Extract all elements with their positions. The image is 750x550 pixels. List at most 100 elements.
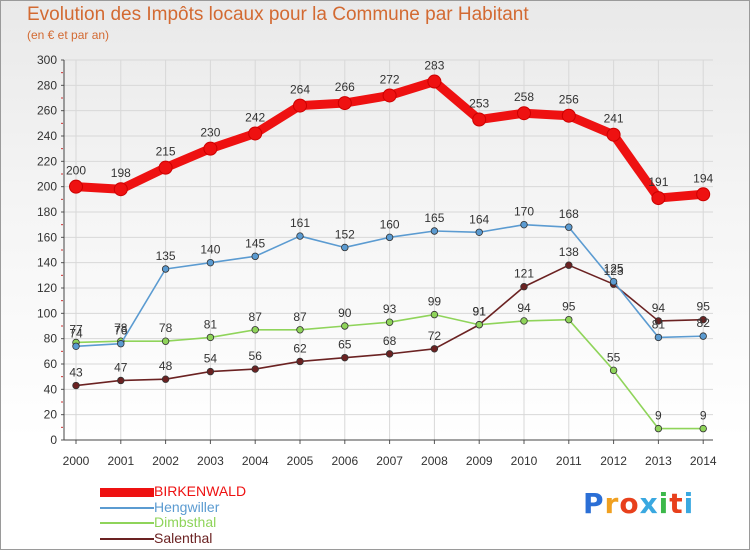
legend-swatch bbox=[100, 537, 154, 540]
x-tick-label: 2011 bbox=[556, 454, 582, 468]
x-tick-label: 2004 bbox=[242, 454, 269, 468]
data-label: 62 bbox=[293, 341, 307, 355]
y-tick-label: 200 bbox=[37, 180, 57, 194]
data-label: 99 bbox=[428, 295, 442, 309]
data-label: 55 bbox=[607, 350, 621, 364]
data-point bbox=[69, 179, 83, 194]
x-tick-label: 2014 bbox=[690, 454, 717, 468]
y-tick-label: 60 bbox=[44, 357, 58, 371]
data-label: 81 bbox=[204, 317, 218, 331]
data-point bbox=[654, 317, 663, 325]
data-label: 87 bbox=[249, 310, 263, 324]
data-label: 78 bbox=[114, 321, 128, 335]
logo-letter: o bbox=[619, 487, 640, 520]
data-label: 82 bbox=[697, 316, 711, 330]
data-point bbox=[206, 258, 215, 267]
x-tick-label: 2000 bbox=[63, 454, 90, 468]
x-tick-label: 2010 bbox=[511, 454, 538, 468]
data-point bbox=[161, 375, 170, 383]
legend-label: BIRKENWALD bbox=[154, 483, 247, 499]
data-label: 140 bbox=[200, 243, 220, 257]
data-label: 164 bbox=[469, 212, 489, 226]
data-label: 168 bbox=[559, 207, 579, 221]
data-point bbox=[161, 337, 170, 345]
data-point bbox=[561, 108, 576, 123]
data-point bbox=[385, 318, 394, 326]
data-label: 215 bbox=[156, 145, 176, 159]
data-label: 283 bbox=[424, 59, 444, 73]
data-label: 93 bbox=[383, 302, 397, 316]
x-tick-label: 2001 bbox=[107, 454, 134, 468]
data-point bbox=[158, 160, 173, 175]
logo-letter: t bbox=[669, 487, 684, 520]
data-point bbox=[341, 322, 349, 330]
data-label: 54 bbox=[204, 352, 218, 366]
x-tick-label: 2009 bbox=[466, 454, 493, 468]
data-label: 56 bbox=[249, 349, 263, 363]
data-point bbox=[296, 232, 304, 240]
x-tick-label: 2008 bbox=[421, 454, 448, 468]
data-point bbox=[606, 127, 621, 142]
data-point bbox=[341, 353, 349, 362]
data-point bbox=[520, 317, 528, 325]
data-label: 272 bbox=[380, 72, 400, 86]
data-label: 48 bbox=[159, 359, 173, 373]
y-tick-label: 300 bbox=[37, 53, 57, 67]
data-label: 74 bbox=[69, 326, 83, 340]
data-point bbox=[385, 233, 394, 242]
data-point bbox=[293, 98, 307, 113]
logo-letter: i bbox=[658, 487, 670, 520]
x-tick-label: 2007 bbox=[376, 454, 403, 468]
data-label: 200 bbox=[66, 164, 86, 178]
data-label: 135 bbox=[156, 249, 176, 263]
data-label: 78 bbox=[159, 321, 173, 335]
data-label: 198 bbox=[111, 166, 131, 180]
data-label: 65 bbox=[338, 338, 352, 352]
data-label: 81 bbox=[652, 317, 666, 331]
data-label: 230 bbox=[200, 126, 220, 140]
data-label: 256 bbox=[559, 93, 579, 107]
data-point bbox=[382, 88, 397, 103]
data-point bbox=[472, 112, 487, 127]
data-label: 194 bbox=[693, 171, 713, 185]
data-point bbox=[517, 106, 531, 121]
y-tick-label: 160 bbox=[37, 230, 57, 244]
logo-letter: P bbox=[583, 487, 605, 520]
data-point bbox=[609, 366, 618, 375]
data-point bbox=[113, 182, 128, 197]
data-label: 145 bbox=[245, 236, 265, 250]
y-tick-label: 180 bbox=[37, 205, 57, 219]
data-point bbox=[520, 220, 528, 229]
data-label: 152 bbox=[335, 227, 355, 241]
data-point bbox=[117, 340, 125, 348]
data-label: 191 bbox=[648, 175, 668, 189]
data-label: 170 bbox=[514, 205, 534, 219]
data-label: 253 bbox=[469, 97, 489, 111]
legend-label: Salenthal bbox=[154, 529, 213, 546]
data-point bbox=[699, 424, 707, 433]
data-point bbox=[72, 381, 80, 390]
data-point bbox=[206, 333, 215, 342]
data-point bbox=[206, 367, 215, 376]
y-tick-label: 120 bbox=[37, 281, 57, 295]
data-label: 258 bbox=[514, 90, 534, 104]
logo-letter: r bbox=[604, 487, 620, 520]
data-point bbox=[565, 261, 573, 269]
x-tick-label: 2002 bbox=[152, 454, 179, 468]
data-point bbox=[251, 252, 259, 261]
data-label: 72 bbox=[428, 329, 442, 343]
x-tick-label: 2012 bbox=[600, 454, 627, 468]
data-label: 47 bbox=[114, 360, 128, 374]
data-label: 43 bbox=[69, 366, 83, 380]
data-point bbox=[337, 96, 352, 111]
data-label: 76 bbox=[114, 324, 128, 338]
y-tick-label: 260 bbox=[37, 104, 57, 118]
legend-swatch bbox=[100, 487, 154, 497]
data-label: 264 bbox=[290, 83, 310, 97]
data-point bbox=[117, 376, 125, 385]
data-point bbox=[475, 321, 483, 329]
x-tick-label: 2006 bbox=[331, 454, 358, 468]
data-label: 241 bbox=[604, 112, 624, 126]
data-point bbox=[385, 350, 394, 358]
